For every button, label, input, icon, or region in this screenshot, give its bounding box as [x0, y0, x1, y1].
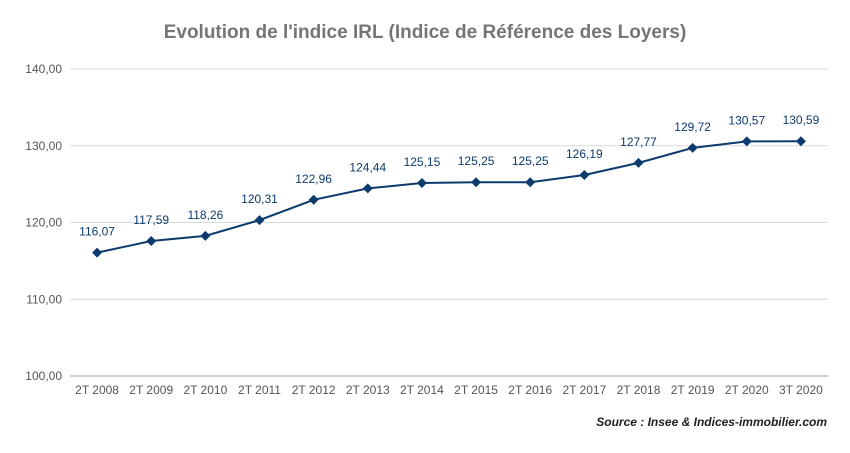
data-label: 125,15 — [404, 155, 441, 169]
x-tick-label: 2T 2015 — [454, 383, 498, 397]
y-tick-label: 100,00 — [25, 369, 62, 383]
series-line-path — [96, 140, 801, 254]
x-tick-label: 2T 2012 — [292, 383, 336, 397]
y-tick-label: 130,00 — [25, 139, 62, 153]
data-point-marker — [471, 177, 482, 188]
data-label: 129,72 — [674, 120, 711, 134]
data-label: 130,57 — [728, 113, 765, 127]
data-labels: 116,07 117,59 118,26 120,31 122,96 124,44 125,… — [79, 113, 819, 238]
source-note: Source : Insee & Indices-immobilier.com — [596, 415, 827, 429]
x-tick-label: 3T 2020 — [779, 383, 823, 397]
x-tick-label: 2T 2009 — [129, 383, 173, 397]
x-tick-label: 2T 2019 — [671, 383, 715, 397]
x-tick-label: 2T 2013 — [346, 383, 390, 397]
x-axis-tick-labels: 2T 2008 2T 2009 2T 2010 2T 2011 2T 2012 2T 20… — [75, 383, 823, 397]
data-point-marker — [362, 183, 373, 194]
x-tick-label: 2T 2008 — [75, 383, 119, 397]
chart-title: Evolution de l'indice IRL (Indice de Réf… — [163, 22, 687, 43]
gridlines — [70, 68, 828, 377]
series-markers — [92, 136, 806, 258]
y-tick-label: 140,00 — [25, 62, 62, 76]
data-point-marker — [146, 235, 157, 246]
x-tick-label: 2T 2011 — [238, 383, 281, 397]
data-point-marker — [687, 142, 698, 153]
data-label: 126,19 — [566, 147, 603, 161]
data-point-marker — [525, 177, 536, 188]
data-point-marker — [200, 230, 211, 241]
data-label: 118,26 — [187, 208, 223, 222]
data-label: 125,25 — [458, 154, 495, 168]
x-tick-label: 2T 2016 — [508, 383, 552, 397]
y-tick-label: 110,00 — [26, 292, 62, 306]
data-label: 124,44 — [349, 160, 386, 174]
y-tick-label: 120,00 — [25, 216, 62, 230]
x-tick-label: 2T 2014 — [400, 383, 444, 397]
data-point-marker — [254, 215, 265, 226]
data-point-marker — [579, 169, 590, 180]
data-point-marker — [416, 177, 427, 188]
data-label: 120,31 — [241, 192, 278, 206]
data-label: 125,25 — [512, 154, 549, 168]
data-point-marker — [741, 136, 752, 147]
data-point-marker — [633, 157, 644, 168]
data-label: 130,59 — [783, 113, 820, 127]
data-label: 117,59 — [133, 213, 169, 227]
x-tick-label: 2T 2020 — [725, 383, 769, 397]
x-tick-label: 2T 2017 — [562, 383, 606, 397]
data-point-marker — [308, 194, 319, 205]
y-axis-tick-labels: 100,00 110,00 120,00 130,00 140,00 — [25, 62, 62, 383]
data-label: 127,77 — [620, 135, 657, 149]
data-label: 122,96 — [295, 172, 332, 186]
data-point-marker — [795, 136, 806, 147]
x-tick-label: 2T 2010 — [183, 383, 227, 397]
x-tick-label: 2T 2018 — [617, 383, 661, 397]
data-label: 116,07 — [79, 225, 115, 239]
series-line — [96, 140, 801, 254]
data-point-marker — [92, 247, 103, 258]
